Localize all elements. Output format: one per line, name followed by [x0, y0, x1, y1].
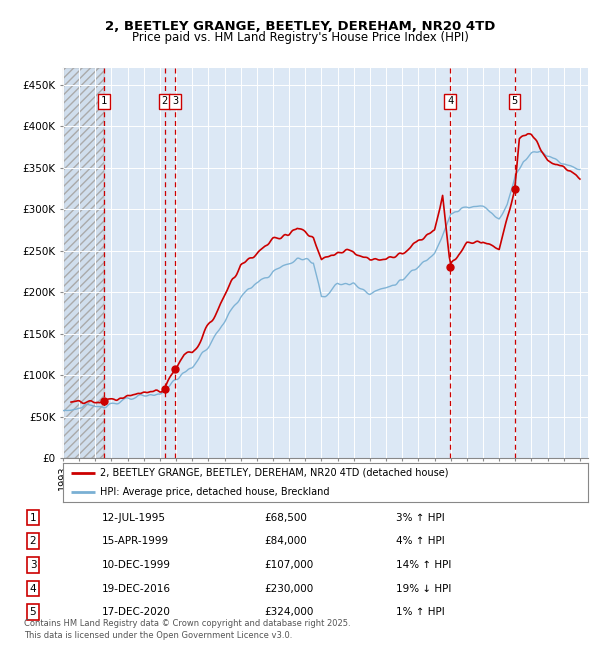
Text: 2: 2 [29, 536, 37, 546]
Text: 5: 5 [512, 96, 518, 107]
Text: 17-DEC-2020: 17-DEC-2020 [102, 607, 171, 617]
Text: 2: 2 [161, 96, 168, 107]
Text: 19% ↓ HPI: 19% ↓ HPI [396, 584, 451, 593]
Text: £230,000: £230,000 [264, 584, 313, 593]
Text: 1% ↑ HPI: 1% ↑ HPI [396, 607, 445, 617]
Text: HPI: Average price, detached house, Breckland: HPI: Average price, detached house, Brec… [100, 487, 329, 497]
Text: 2, BEETLEY GRANGE, BEETLEY, DEREHAM, NR20 4TD: 2, BEETLEY GRANGE, BEETLEY, DEREHAM, NR2… [105, 20, 495, 32]
Text: £107,000: £107,000 [264, 560, 313, 570]
Text: £68,500: £68,500 [264, 513, 307, 523]
Text: £84,000: £84,000 [264, 536, 307, 546]
Text: 1: 1 [29, 513, 37, 523]
Text: 4: 4 [29, 584, 37, 593]
Text: £324,000: £324,000 [264, 607, 313, 617]
Text: 4: 4 [447, 96, 454, 107]
Text: 12-JUL-1995: 12-JUL-1995 [102, 513, 166, 523]
Text: 15-APR-1999: 15-APR-1999 [102, 536, 169, 546]
Text: 19-DEC-2016: 19-DEC-2016 [102, 584, 171, 593]
Text: 3% ↑ HPI: 3% ↑ HPI [396, 513, 445, 523]
Text: 3: 3 [172, 96, 178, 107]
Text: 14% ↑ HPI: 14% ↑ HPI [396, 560, 451, 570]
Text: Contains HM Land Registry data © Crown copyright and database right 2025.
This d: Contains HM Land Registry data © Crown c… [24, 619, 350, 640]
Text: 2, BEETLEY GRANGE, BEETLEY, DEREHAM, NR20 4TD (detached house): 2, BEETLEY GRANGE, BEETLEY, DEREHAM, NR2… [100, 467, 448, 478]
Text: 4% ↑ HPI: 4% ↑ HPI [396, 536, 445, 546]
Text: 5: 5 [29, 607, 37, 617]
Text: 1: 1 [101, 96, 107, 107]
Text: 3: 3 [29, 560, 37, 570]
Text: Price paid vs. HM Land Registry's House Price Index (HPI): Price paid vs. HM Land Registry's House … [131, 31, 469, 44]
Bar [63, 68, 104, 458]
Bar [63, 68, 104, 458]
Text: 10-DEC-1999: 10-DEC-1999 [102, 560, 171, 570]
